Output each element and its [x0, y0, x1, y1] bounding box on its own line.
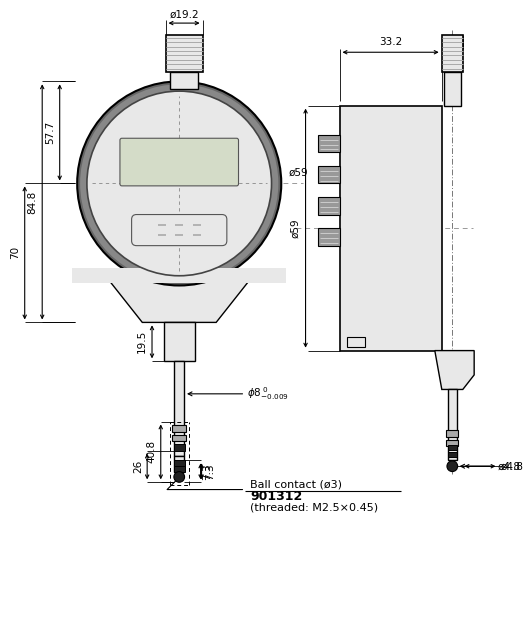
Bar — [448, 445, 457, 449]
Text: 40.8: 40.8 — [147, 441, 157, 463]
Bar — [164, 322, 195, 361]
Text: 70: 70 — [10, 246, 20, 260]
Bar — [173, 435, 186, 441]
Bar — [318, 135, 340, 153]
Bar — [173, 425, 186, 432]
Bar — [170, 72, 198, 89]
Text: 57.7: 57.7 — [45, 121, 55, 144]
Circle shape — [447, 461, 458, 472]
Text: 26: 26 — [133, 460, 143, 473]
Text: 7.3: 7.3 — [206, 463, 216, 480]
Bar — [448, 452, 457, 456]
Text: ø59: ø59 — [291, 218, 301, 238]
Text: 33.2: 33.2 — [379, 37, 402, 47]
Circle shape — [77, 82, 281, 285]
Circle shape — [87, 91, 271, 276]
Bar — [448, 389, 457, 460]
Circle shape — [174, 472, 185, 482]
Bar — [318, 197, 340, 215]
Text: 84.8: 84.8 — [27, 191, 37, 213]
Bar — [73, 268, 286, 282]
Bar — [174, 361, 184, 456]
Polygon shape — [435, 351, 474, 389]
Text: Ball contact (ø3): Ball contact (ø3) — [250, 480, 342, 489]
Text: ø59: ø59 — [289, 168, 309, 178]
Text: 11: 11 — [446, 37, 459, 47]
Text: 19.5: 19.5 — [137, 330, 147, 353]
Polygon shape — [109, 280, 249, 322]
Bar — [318, 228, 340, 246]
Bar — [318, 166, 340, 184]
Text: (threaded: M2.5×0.45): (threaded: M2.5×0.45) — [250, 503, 378, 513]
Bar — [347, 337, 365, 347]
Text: 901312: 901312 — [250, 490, 302, 503]
Bar — [174, 444, 185, 451]
Bar — [442, 35, 463, 72]
Bar — [340, 106, 442, 351]
FancyBboxPatch shape — [120, 138, 238, 186]
Text: $\phi$8$^{\ 0}_{-0.009}$: $\phi$8$^{\ 0}_{-0.009}$ — [247, 385, 289, 402]
Text: ø19.2: ø19.2 — [169, 9, 199, 19]
FancyBboxPatch shape — [132, 215, 227, 246]
Bar — [166, 35, 203, 72]
Bar — [174, 467, 185, 472]
Bar — [174, 456, 184, 472]
Circle shape — [80, 84, 278, 282]
Bar — [444, 72, 461, 106]
Text: ø4.8: ø4.8 — [498, 461, 521, 471]
Bar — [447, 430, 458, 437]
Bar — [174, 460, 185, 467]
Text: ø4.8: ø4.8 — [500, 461, 523, 471]
Bar — [447, 440, 458, 446]
Text: 7.3: 7.3 — [203, 463, 213, 480]
